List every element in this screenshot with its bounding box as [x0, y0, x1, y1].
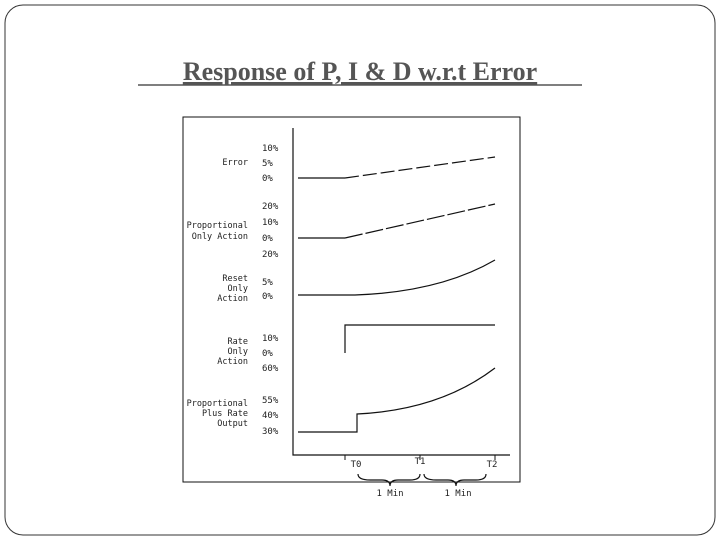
- error-curve: [344, 156, 496, 179]
- row-label: Action: [217, 294, 248, 304]
- tick-label: 20%: [262, 202, 279, 212]
- reset-curve: [298, 259, 496, 296]
- tick-label: 0%: [262, 174, 273, 184]
- row-label: Error: [222, 158, 248, 168]
- tick-label: 0%: [262, 234, 273, 244]
- interval-label: 1 Min: [444, 489, 471, 499]
- time-label: T0: [351, 460, 362, 470]
- row-label: Only: [228, 347, 248, 357]
- tick-label: 10%: [262, 334, 279, 344]
- row-label: Only Action: [192, 232, 248, 242]
- row-label: Plus Rate: [202, 409, 248, 419]
- tick-label: 40%: [262, 411, 279, 421]
- time-label: T1: [415, 457, 426, 467]
- row-label: Only: [228, 284, 248, 294]
- tick-label: 5%: [262, 159, 273, 169]
- figure-frame: [182, 116, 521, 483]
- row-label: Proportional: [187, 399, 248, 409]
- tick-label: 30%: [262, 427, 279, 437]
- interval-brace: [357, 473, 421, 487]
- tick-label: 55%: [262, 396, 279, 406]
- tick-label: 5%: [262, 278, 273, 288]
- tick-label: 0%: [262, 349, 273, 359]
- proportional-curve: [344, 203, 496, 239]
- slide-title: Response of P, I & D w.r.t Error: [183, 57, 537, 86]
- tick-label: 60%: [262, 364, 279, 374]
- interval-label: 1 Min: [376, 489, 403, 499]
- row-label: Proportional: [187, 221, 248, 231]
- row-label: Action: [217, 357, 248, 367]
- tick-label: 20%: [262, 250, 279, 260]
- rate-curve: [344, 324, 495, 353]
- row-label: Reset: [222, 274, 248, 284]
- tick-label: 0%: [262, 292, 273, 302]
- row-label: Rate: [228, 337, 248, 347]
- pd-curve: [298, 367, 496, 433]
- row-label: Output: [217, 419, 248, 429]
- plot-axes: [292, 128, 510, 456]
- tick-label: 10%: [262, 218, 279, 228]
- tick-label: 10%: [262, 144, 279, 154]
- time-label: T2: [487, 460, 498, 470]
- interval-brace: [423, 473, 487, 487]
